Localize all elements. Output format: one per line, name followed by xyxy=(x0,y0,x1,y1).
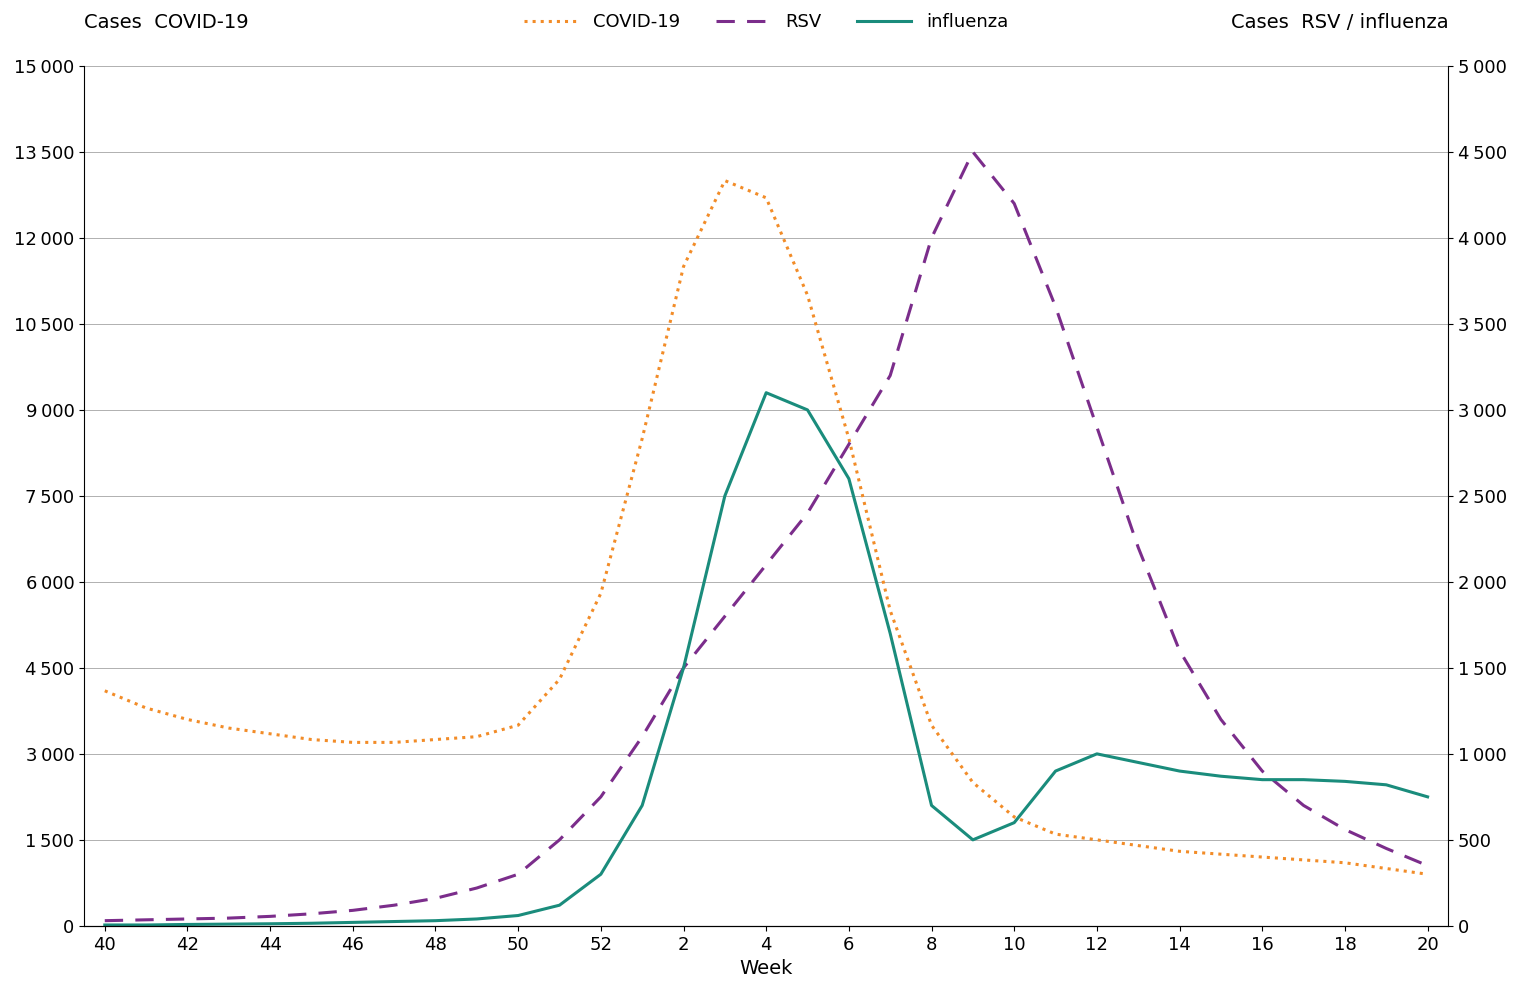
Legend: COVID-19, RSV, influenza: COVID-19, RSV, influenza xyxy=(517,6,1015,39)
X-axis label: Week: Week xyxy=(739,959,792,978)
Text: Cases  COVID-19: Cases COVID-19 xyxy=(84,13,249,32)
Text: Cases  RSV / influenza: Cases RSV / influenza xyxy=(1230,13,1448,32)
